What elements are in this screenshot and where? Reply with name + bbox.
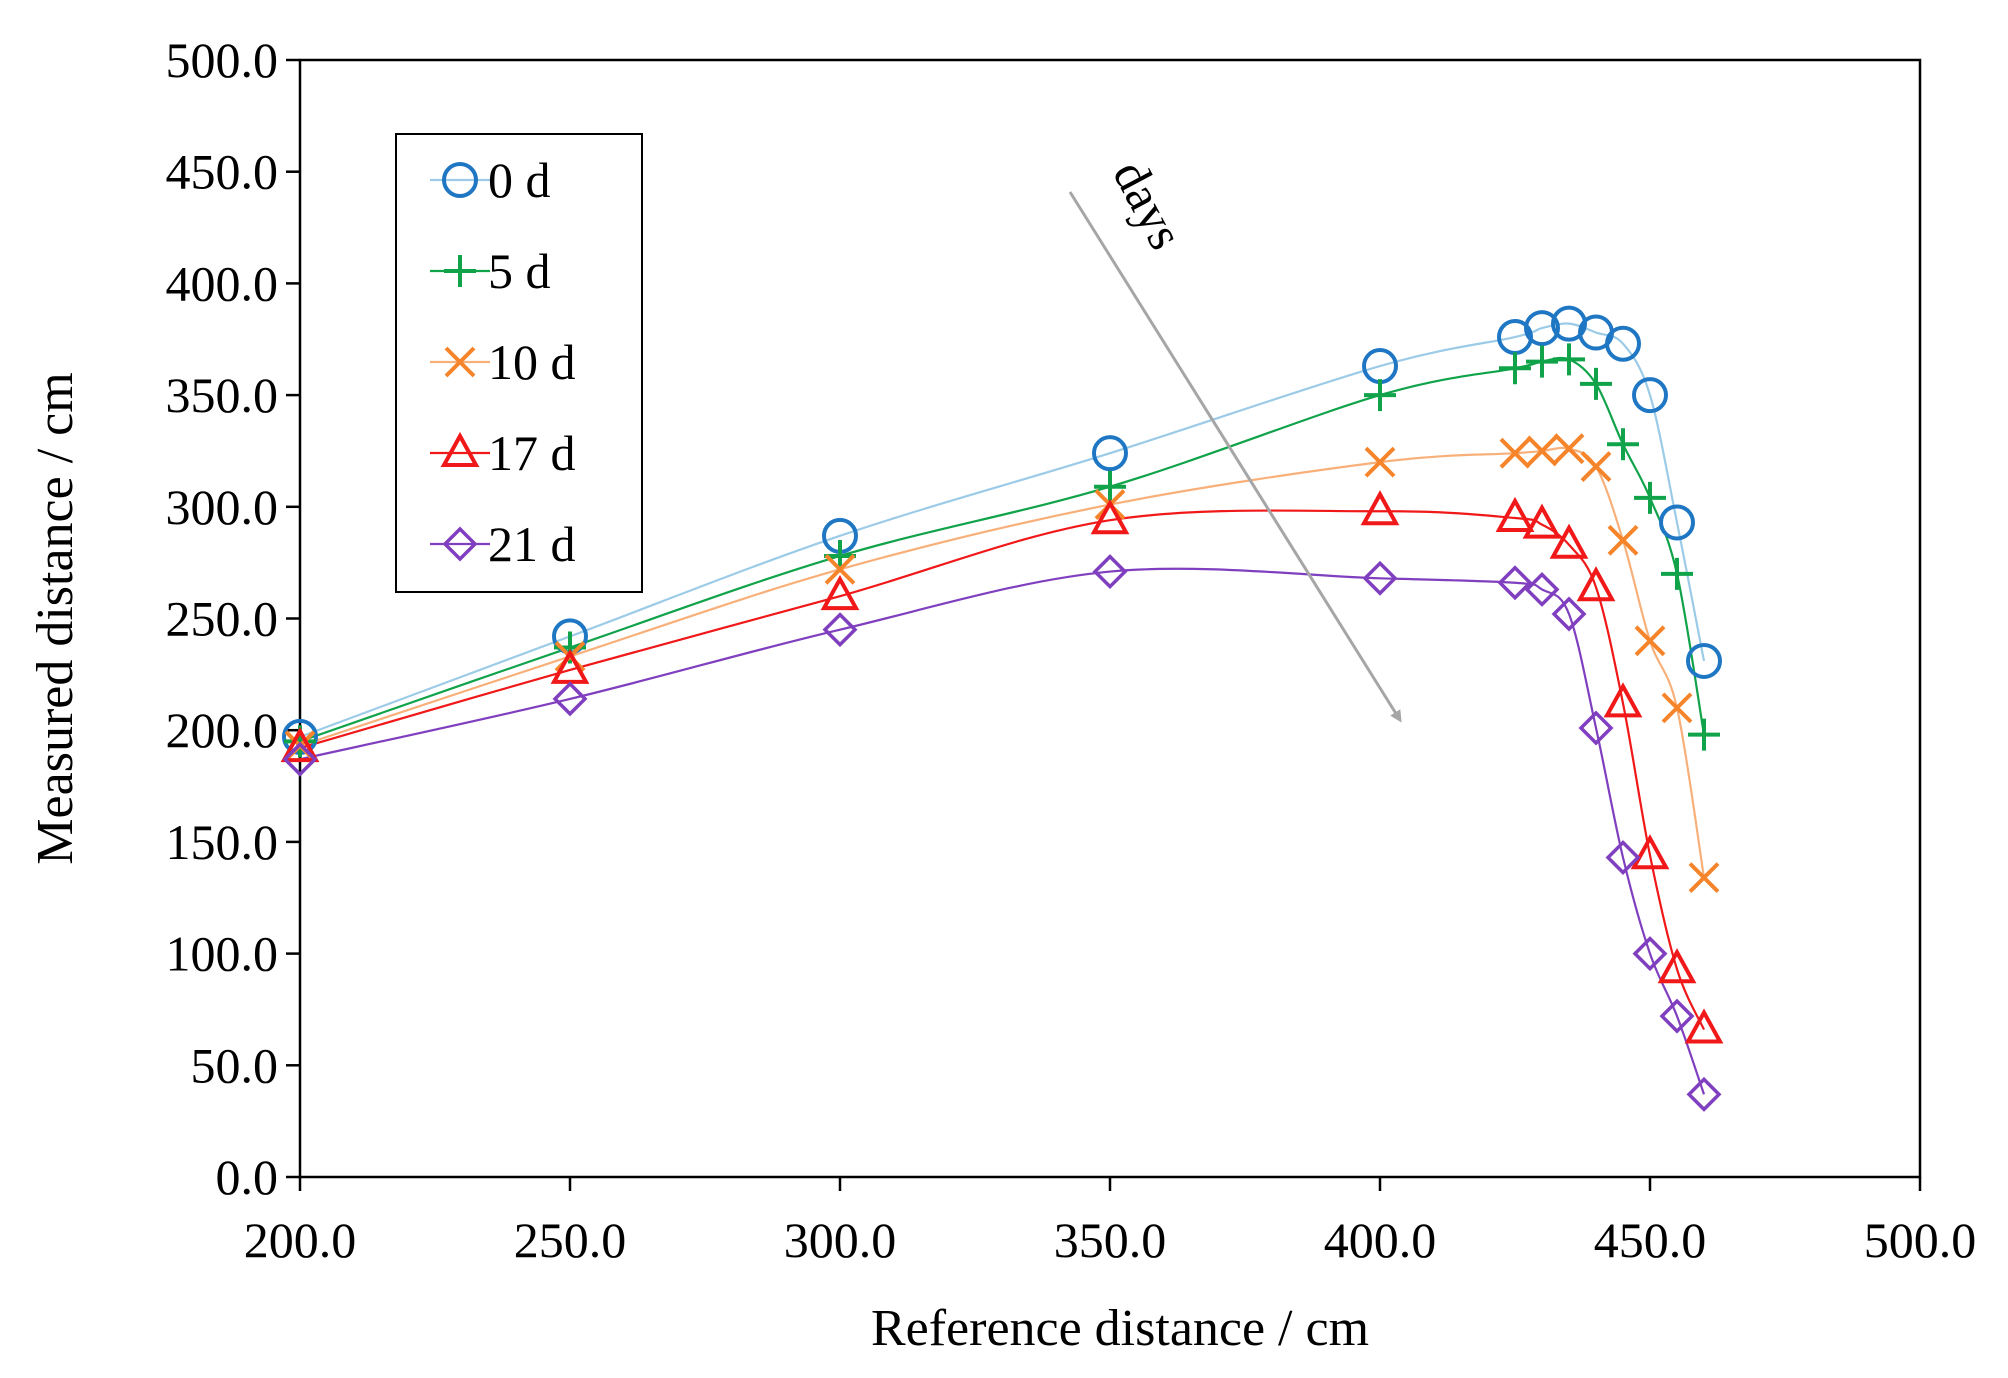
legend-marker bbox=[442, 162, 478, 198]
y-tick-label: 400.0 bbox=[166, 255, 279, 311]
series-markers bbox=[280, 305, 1724, 1112]
x-tick-label: 250.0 bbox=[514, 1212, 627, 1268]
data-point-10d bbox=[1607, 524, 1639, 556]
data-point-17d bbox=[1090, 499, 1130, 535]
x-tick-label: 400.0 bbox=[1324, 1212, 1437, 1268]
legend: 0 d 5 d 10 d 17 d 21 d bbox=[395, 133, 643, 593]
data-point-17d bbox=[1495, 496, 1535, 532]
legend-label: 5 d bbox=[488, 243, 551, 299]
data-point-0d bbox=[1632, 377, 1668, 414]
legend-marker bbox=[444, 255, 476, 287]
data-point-10d bbox=[1364, 446, 1396, 478]
x-tick-label: 300.0 bbox=[784, 1212, 897, 1268]
data-point-10d bbox=[1526, 435, 1558, 467]
series-line-21d bbox=[299, 567, 1706, 1095]
data-point-5d bbox=[1607, 428, 1639, 461]
data-point-21d bbox=[552, 681, 588, 717]
legend-marker bbox=[444, 346, 476, 378]
y-tick-label: 0.0 bbox=[216, 1149, 279, 1205]
legend-label: 10 d bbox=[488, 334, 576, 390]
data-point-5d bbox=[1634, 481, 1666, 514]
data-point-5d bbox=[1526, 345, 1558, 378]
series-line-0d bbox=[299, 322, 1706, 738]
data-point-5d bbox=[1553, 343, 1585, 376]
y-tick-label: 100.0 bbox=[166, 926, 279, 982]
y-tick-label: 450.0 bbox=[166, 144, 279, 200]
data-point-0d bbox=[1524, 310, 1560, 347]
legend-label: 21 d bbox=[488, 516, 576, 572]
data-point-17d bbox=[820, 575, 860, 611]
days-annotation: days bbox=[1068, 151, 1402, 723]
data-point-21d bbox=[1551, 596, 1587, 632]
data-point-21d bbox=[1686, 1076, 1722, 1112]
data-point-0d bbox=[1659, 504, 1695, 541]
days-arrow bbox=[1068, 191, 1402, 723]
data-point-21d bbox=[1092, 554, 1128, 590]
y-tick-label: 50.0 bbox=[191, 1037, 279, 1093]
legend-marker bbox=[440, 431, 480, 467]
axes: 0.0 50.0 100.0 150.0 200.0 250.0 300.0 350.0 400… bbox=[27, 32, 1976, 1357]
data-point-5d bbox=[1580, 367, 1612, 400]
data-point-0d bbox=[1605, 325, 1641, 362]
data-point-21d bbox=[1632, 936, 1668, 972]
data-point-21d bbox=[282, 741, 318, 777]
y-axis-title: Measured distance / cm bbox=[27, 372, 84, 864]
y-tick-label: 350.0 bbox=[166, 367, 279, 423]
x-tick-label: 450.0 bbox=[1594, 1212, 1707, 1268]
data-point-10d bbox=[1661, 692, 1693, 724]
data-point-21d bbox=[1362, 560, 1398, 596]
data-point-21d bbox=[1605, 840, 1641, 876]
data-point-5d bbox=[1364, 379, 1396, 412]
x-tick-label: 500.0 bbox=[1864, 1212, 1977, 1268]
data-point-5d bbox=[1688, 718, 1720, 751]
legend-label: 0 d bbox=[488, 152, 551, 208]
data-point-10d bbox=[1499, 437, 1531, 469]
legend-label: 17 d bbox=[488, 425, 576, 481]
data-point-10d bbox=[1580, 451, 1612, 483]
data-point-17d bbox=[1576, 566, 1616, 602]
y-tick-label: 500.0 bbox=[166, 32, 279, 88]
y-tick-label: 200.0 bbox=[166, 702, 279, 758]
data-point-0d bbox=[1092, 435, 1128, 472]
data-point-17d bbox=[1657, 948, 1697, 984]
data-point-17d bbox=[280, 726, 320, 763]
x-axis-title: Reference distance / cm bbox=[871, 1300, 1369, 1357]
data-point-21d bbox=[1659, 998, 1695, 1034]
data-point-21d bbox=[1578, 710, 1614, 746]
data-point-5d bbox=[1094, 470, 1126, 503]
data-point-10d bbox=[824, 553, 856, 585]
y-tick-label: 150.0 bbox=[166, 814, 279, 870]
data-point-5d bbox=[1661, 557, 1693, 590]
y-tick-label: 300.0 bbox=[166, 479, 279, 535]
data-point-10d bbox=[1688, 862, 1720, 894]
data-point-10d bbox=[1634, 625, 1666, 657]
data-point-21d bbox=[1497, 565, 1533, 601]
x-tick-label: 350.0 bbox=[1054, 1212, 1167, 1268]
data-point-17d bbox=[1360, 490, 1400, 526]
series-line-17d bbox=[299, 509, 1706, 1031]
data-point-17d bbox=[1522, 503, 1562, 539]
data-point-17d bbox=[1630, 834, 1670, 870]
days-label: days bbox=[1102, 151, 1194, 258]
legend-marker bbox=[442, 526, 478, 562]
data-point-17d bbox=[1603, 682, 1643, 718]
data-point-17d bbox=[1549, 523, 1589, 559]
data-point-21d bbox=[822, 612, 858, 648]
data-point-0d bbox=[1686, 642, 1722, 679]
data-point-21d bbox=[1524, 571, 1560, 607]
y-tick-label: 250.0 bbox=[166, 591, 279, 647]
data-point-5d bbox=[1499, 352, 1531, 385]
x-tick-label: 200.0 bbox=[244, 1212, 357, 1268]
data-point-10d bbox=[1553, 433, 1585, 465]
data-point-17d bbox=[1684, 1008, 1724, 1044]
